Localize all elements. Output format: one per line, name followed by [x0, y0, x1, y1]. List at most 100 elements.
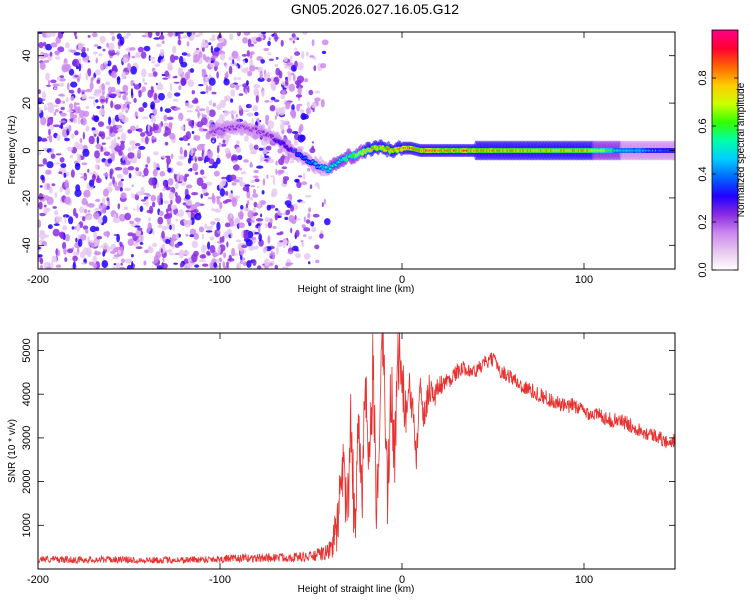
spectrogram-cell [75, 184, 81, 192]
snr-ytick-label: 1000 [21, 513, 33, 537]
spectrogram-cell [254, 178, 260, 183]
spectrogram-cell [156, 182, 160, 188]
spectrogram-cell [191, 99, 199, 104]
spectrogram-cell [257, 186, 260, 189]
spectrogram-cell [122, 84, 129, 93]
spectrogram-cell [187, 157, 192, 164]
spectrogram-cell [159, 48, 165, 57]
spectrogram-cell [201, 149, 204, 158]
spectrogram-cell [191, 240, 198, 249]
spectrogram-cell [199, 259, 206, 263]
spectrogram-cell [265, 114, 270, 121]
spectrogram-cell [100, 131, 106, 140]
spectrogram-cell [114, 136, 116, 143]
spectrogram-cell [291, 104, 295, 112]
spectrogram-cell [212, 161, 218, 169]
spectrogram-cell [157, 224, 163, 229]
spectrogram-cell [246, 185, 250, 193]
spectrogram-cell [243, 231, 249, 239]
spectrogram-cell [57, 249, 60, 257]
spectrogram-cell [120, 192, 127, 199]
spectrogram-cell [173, 262, 178, 265]
spectrogram-cell [54, 192, 58, 198]
spectrogram-cell [123, 107, 129, 111]
spectrogram-cell [72, 75, 75, 79]
spectrogram-cell [126, 264, 133, 269]
spectrogram-cell [287, 124, 291, 129]
spectrogram-cell [103, 188, 109, 197]
spectrogram-cell [223, 62, 227, 67]
spectrogram-cell [236, 176, 244, 180]
spectrogram-cell [64, 137, 70, 142]
spectrogram-cell [87, 203, 95, 208]
spectrogram-cell [244, 88, 248, 95]
spectrogram-cell [178, 32, 181, 41]
spectrogram-cell [229, 214, 233, 218]
spectrogram-cell [75, 237, 78, 243]
spectrogram-cell [186, 41, 190, 47]
spectrogram-cell [38, 193, 43, 201]
spectrogram-cell [116, 173, 123, 179]
spectrogram-cell [164, 126, 169, 131]
spectrogram-cell [295, 229, 300, 238]
spectrogram-ridge-core [282, 141, 286, 145]
spectrogram-cell [113, 263, 117, 266]
spectrogram-cell [45, 32, 52, 38]
spectrogram-cell [110, 52, 117, 56]
spectrogram-cell [257, 77, 265, 82]
spectrogram-cell [301, 224, 306, 229]
spectrogram-cell [183, 149, 188, 158]
spectrogram-cell [85, 72, 89, 81]
spectrogram-cell [323, 198, 326, 205]
spectrogram-cell [211, 208, 216, 212]
spectrogram-cell [255, 66, 259, 70]
spectrogram-cell [46, 161, 54, 169]
spectrogram-cell [231, 50, 239, 59]
spectrogram-cell [38, 164, 45, 167]
spectrogram-cell [263, 159, 269, 162]
spectrogram-cell [116, 233, 120, 243]
spectrogram-cell [224, 148, 231, 154]
spectrogram-cell [135, 167, 140, 172]
spectrogram-cell [153, 92, 158, 101]
spectrogram-cell [68, 68, 75, 76]
spectrogram-cell [269, 105, 276, 112]
spectrogram-cell [68, 216, 74, 225]
spectrogram-cell [60, 232, 65, 239]
spectrogram-cell [198, 226, 205, 233]
spectrogram-cell [319, 233, 324, 239]
spectrogram-cell [125, 71, 129, 75]
spectrogram-cell [173, 81, 180, 84]
spectrogram-cell [314, 90, 320, 94]
spectrogram-cell [131, 55, 136, 59]
spectrogram-cell [201, 114, 207, 119]
spectrogram-cell [321, 50, 327, 55]
spectrogram-cell [209, 236, 215, 241]
spectrogram-cell [268, 37, 271, 41]
spectrogram-cell [51, 183, 56, 187]
spectrogram-cell [139, 205, 144, 212]
spectrogram-cell [194, 264, 200, 268]
spectrogram-cell [134, 217, 142, 222]
spectrogram-cell [144, 249, 149, 254]
spectrogram-cell [148, 177, 156, 186]
spectrogram-cell [212, 252, 219, 257]
spectrogram-cell [47, 116, 54, 126]
spectrogram-cell [274, 115, 277, 120]
spectrogram-cell [107, 158, 113, 164]
spectrogram-cell [265, 145, 272, 151]
spectrogram-cell [68, 124, 72, 132]
spectrogram-cell [158, 210, 164, 217]
spectrogram-cell [233, 76, 237, 81]
spectrogram-cell [175, 195, 182, 204]
spectrogram-cell [48, 128, 51, 136]
spectrogram-cell [294, 178, 300, 183]
spectrogram-noise-cloud [38, 32, 331, 269]
spectrogram-cell [276, 246, 279, 255]
spectrogram-cell [40, 116, 47, 126]
spectrogram-cell [89, 172, 94, 175]
spectrogram-cell [53, 223, 60, 226]
spectrogram-cell [302, 32, 308, 36]
spectrogram-cell [169, 133, 176, 140]
spectrogram-cell [216, 157, 221, 165]
